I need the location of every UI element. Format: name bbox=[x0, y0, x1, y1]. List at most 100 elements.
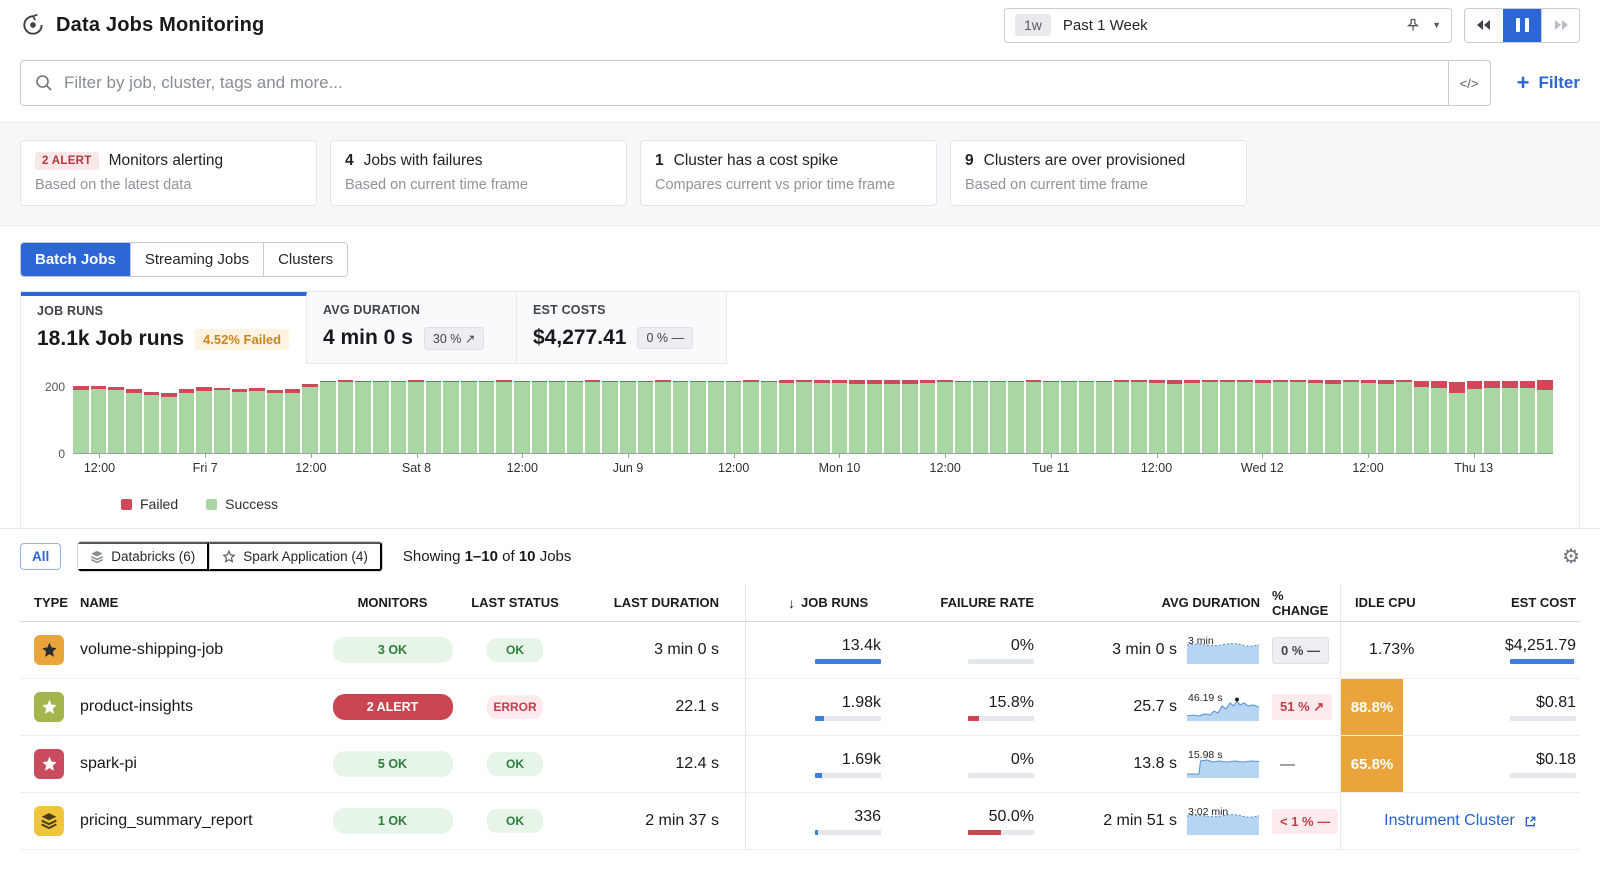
chart-bar[interactable] bbox=[373, 381, 389, 453]
chart-bar[interactable] bbox=[1431, 381, 1447, 453]
table-row-spark-pi[interactable]: spark-pi5 OKOK12.4 s1.69k0%13.8 s15.98 s… bbox=[20, 736, 1580, 793]
chart-bar[interactable] bbox=[620, 381, 636, 453]
chart-bar[interactable] bbox=[496, 380, 512, 453]
time-forward-button[interactable] bbox=[1541, 9, 1579, 42]
chart-bar[interactable] bbox=[937, 380, 953, 453]
chart-bar[interactable] bbox=[585, 380, 601, 453]
insight-card-3[interactable]: 9Clusters are over provisionedBased on c… bbox=[950, 140, 1247, 206]
search-input[interactable] bbox=[64, 73, 1434, 93]
chart-bar[interactable] bbox=[1202, 380, 1218, 453]
chart-bar[interactable] bbox=[796, 380, 812, 453]
table-row-product-insights[interactable]: product-insights2 ALERTERROR22.1 s1.98k1… bbox=[20, 679, 1580, 736]
chart-bar[interactable] bbox=[1184, 380, 1200, 453]
tab-batch-jobs[interactable]: Batch Jobs bbox=[21, 243, 130, 276]
chart-bar[interactable] bbox=[708, 381, 724, 453]
chart-bar[interactable] bbox=[1079, 381, 1095, 453]
chart-bar[interactable] bbox=[338, 380, 354, 453]
chart-bar[interactable] bbox=[955, 381, 971, 453]
chart-bar[interactable] bbox=[73, 386, 89, 453]
chart-bar[interactable] bbox=[990, 381, 1006, 453]
table-row-volume-shipping-job[interactable]: volume-shipping-job3 OKOK3 min 0 s13.4k0… bbox=[20, 622, 1580, 679]
chart-bar[interactable] bbox=[920, 380, 936, 453]
column-header-last-status[interactable]: LAST STATUS bbox=[460, 584, 570, 621]
add-filter-button[interactable]: + Filter bbox=[1517, 72, 1580, 94]
chart-bar[interactable] bbox=[1026, 380, 1042, 453]
instrument-cluster-link[interactable]: Instrument Cluster bbox=[1341, 812, 1580, 830]
chart-bar[interactable] bbox=[1378, 380, 1394, 453]
chart-bar[interactable] bbox=[1537, 380, 1553, 453]
legend-item-success[interactable]: Success bbox=[206, 496, 278, 512]
chart-bar[interactable] bbox=[761, 381, 777, 453]
stat-tile-est-costs[interactable]: EST COSTS$4,277.410 % — bbox=[517, 292, 727, 364]
pin-icon[interactable] bbox=[1406, 18, 1420, 32]
chart-bar[interactable] bbox=[302, 384, 318, 453]
chart-bar[interactable] bbox=[179, 389, 195, 453]
chart-bar[interactable] bbox=[1008, 381, 1024, 453]
chart-bar[interactable] bbox=[461, 381, 477, 453]
chart-bar[interactable] bbox=[726, 381, 742, 453]
chart-bar[interactable] bbox=[655, 380, 671, 453]
chart-bar[interactable] bbox=[1114, 380, 1130, 453]
monitors-cell[interactable]: 5 OK bbox=[325, 736, 460, 792]
chart-bar[interactable] bbox=[1343, 380, 1359, 453]
chart-bar[interactable] bbox=[1131, 380, 1147, 453]
chart-bar[interactable] bbox=[408, 380, 424, 453]
insight-card-1[interactable]: 4Jobs with failuresBased on current time… bbox=[330, 140, 627, 206]
chart-bar[interactable] bbox=[1484, 381, 1500, 453]
chart-bar[interactable] bbox=[91, 386, 107, 453]
chart-bar[interactable] bbox=[1502, 381, 1518, 453]
filter-chip-all[interactable]: All bbox=[20, 543, 61, 570]
chart-bar[interactable] bbox=[602, 381, 618, 453]
chart-bar[interactable] bbox=[1237, 380, 1253, 453]
chart-bar[interactable] bbox=[1520, 381, 1536, 453]
chart-bar[interactable] bbox=[1467, 381, 1483, 453]
stat-tile-job-runs[interactable]: JOB RUNS18.1k Job runs4.52% Failed bbox=[21, 292, 307, 364]
chart-bar[interactable] bbox=[355, 381, 371, 453]
chart-bar[interactable] bbox=[1290, 380, 1306, 453]
filter-chip-databricks-6[interactable]: Databricks (6) bbox=[78, 542, 209, 571]
column-header-monitors[interactable]: MONITORS bbox=[325, 584, 460, 621]
insight-card-2[interactable]: 1Cluster has a cost spikeCompares curren… bbox=[640, 140, 937, 206]
job-name-cell[interactable]: volume-shipping-job bbox=[80, 622, 325, 678]
chart-bar[interactable] bbox=[884, 380, 900, 453]
chart-bar[interactable] bbox=[267, 390, 283, 453]
chart-bar[interactable] bbox=[690, 381, 706, 453]
chart-bar[interactable] bbox=[1325, 380, 1341, 453]
time-range-picker[interactable]: 1w Past 1 Week ▼ bbox=[1004, 8, 1452, 43]
chart-bar[interactable] bbox=[779, 380, 795, 453]
table-row-pricing_summary_report[interactable]: pricing_summary_report1 OKOK2 min 37 s33… bbox=[20, 793, 1580, 850]
column-header-name[interactable]: NAME bbox=[80, 584, 325, 621]
chart-bar[interactable] bbox=[1043, 381, 1059, 453]
chart-bar[interactable] bbox=[1414, 381, 1430, 453]
job-name-cell[interactable]: spark-pi bbox=[80, 736, 325, 792]
chart-bar[interactable] bbox=[673, 381, 689, 453]
column-header-avg-duration[interactable]: AVG DURATION bbox=[1050, 584, 1260, 621]
chart-bar[interactable] bbox=[232, 389, 248, 453]
monitors-cell[interactable]: 1 OK bbox=[325, 793, 460, 849]
chart-bar[interactable] bbox=[391, 381, 407, 453]
chart-bar[interactable] bbox=[902, 380, 918, 453]
chart-bar[interactable] bbox=[161, 393, 177, 454]
chart-bar[interactable] bbox=[1308, 380, 1324, 453]
chart-bar[interactable] bbox=[1149, 380, 1165, 453]
tab-streaming-jobs[interactable]: Streaming Jobs bbox=[130, 243, 263, 276]
chart-bar[interactable] bbox=[479, 381, 495, 453]
chart-bar[interactable] bbox=[743, 380, 759, 453]
column-header-type[interactable]: TYPE bbox=[20, 584, 80, 621]
chevron-down-icon[interactable]: ▼ bbox=[1432, 20, 1441, 30]
chart-bar[interactable] bbox=[1167, 380, 1183, 453]
time-backward-button[interactable] bbox=[1465, 9, 1503, 42]
chart-bar[interactable] bbox=[832, 380, 848, 453]
column-header--change[interactable]: % CHANGE bbox=[1260, 584, 1340, 621]
monitors-cell[interactable]: 2 ALERT bbox=[325, 679, 460, 735]
chart-bar[interactable] bbox=[567, 381, 583, 453]
chart-bar[interactable] bbox=[1396, 380, 1412, 453]
job-name-cell[interactable]: product-insights bbox=[80, 679, 325, 735]
chart-bar[interactable] bbox=[214, 388, 230, 453]
stat-tile-avg-duration[interactable]: AVG DURATION4 min 0 s30 % ↗ bbox=[307, 292, 517, 364]
chart-bar[interactable] bbox=[1273, 380, 1289, 453]
chart-bar[interactable] bbox=[867, 380, 883, 453]
column-header-failure-rate[interactable]: FAILURE RATE bbox=[895, 584, 1050, 621]
monitors-cell[interactable]: 3 OK bbox=[325, 622, 460, 678]
chart-bar[interactable] bbox=[108, 387, 124, 453]
